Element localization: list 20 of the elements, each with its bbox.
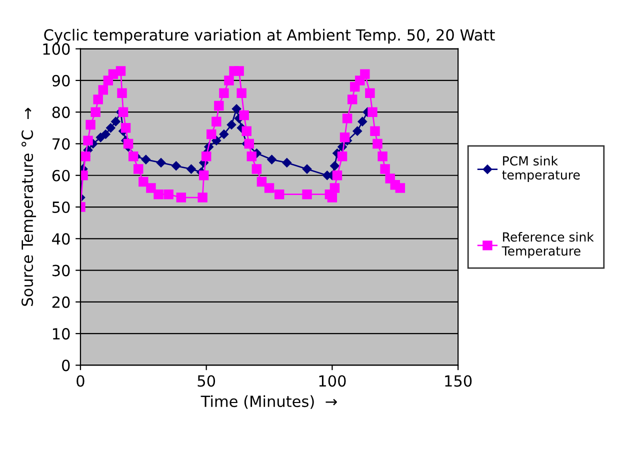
y-tick-label: 40 bbox=[52, 233, 70, 245]
x-axis-title: Time (Minutes) → bbox=[200, 395, 337, 409]
y-tick-label: 0 bbox=[62, 360, 70, 372]
y-tick-label: 60 bbox=[52, 170, 70, 182]
legend-label: Reference sink Temperature bbox=[502, 232, 594, 258]
y-axis-title: Source Temperature °C → bbox=[22, 108, 36, 306]
y-tick-label: 50 bbox=[52, 201, 70, 214]
x-tick-label: 0 bbox=[76, 375, 84, 387]
x-tick-label: 50 bbox=[198, 375, 216, 387]
x-tick-label: 150 bbox=[445, 375, 472, 387]
y-tick-label: 30 bbox=[52, 264, 70, 276]
y-tick-label: 80 bbox=[52, 106, 70, 118]
chart-title: Cyclic temperature variation at Ambient Temp. 50, 20 Watt bbox=[44, 28, 495, 44]
legend-label: PCM sink temperature bbox=[502, 156, 580, 182]
y-tick-label: 20 bbox=[52, 296, 70, 308]
x-tick-label: 100 bbox=[319, 375, 346, 387]
y-tick-label: 90 bbox=[52, 74, 70, 86]
y-tick-label: 100 bbox=[43, 43, 70, 55]
y-tick-label: 70 bbox=[52, 138, 70, 150]
y-tick-label: 10 bbox=[52, 328, 70, 340]
